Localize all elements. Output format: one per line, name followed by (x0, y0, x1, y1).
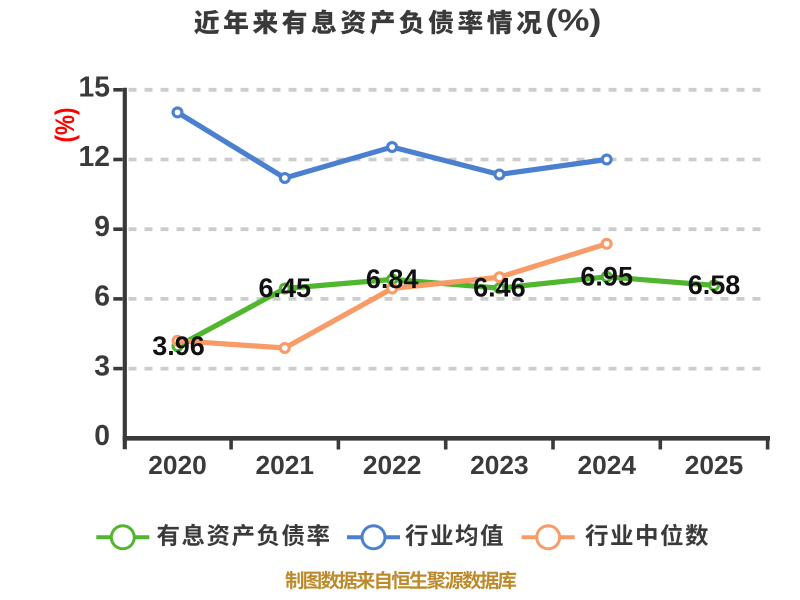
svg-text:6.46: 6.46 (473, 273, 526, 303)
svg-text:2025: 2025 (685, 450, 744, 480)
svg-text:2022: 2022 (363, 450, 422, 480)
svg-text:6.84: 6.84 (366, 264, 419, 294)
svg-text:2023: 2023 (470, 450, 529, 480)
svg-text:6: 6 (94, 280, 110, 312)
svg-text:12: 12 (79, 140, 110, 172)
svg-text:6.95: 6.95 (580, 261, 633, 291)
svg-text:2021: 2021 (256, 450, 315, 480)
svg-text:3: 3 (94, 349, 110, 381)
svg-text:3.96: 3.96 (152, 331, 205, 361)
svg-text:6.45: 6.45 (259, 273, 312, 303)
svg-text:6.58: 6.58 (688, 270, 741, 300)
svg-text:(%): (%) (545, 3, 601, 38)
svg-text:(%): (%) (50, 108, 80, 143)
svg-text:2024: 2024 (577, 450, 636, 480)
svg-text:2020: 2020 (148, 450, 207, 480)
svg-text:0: 0 (94, 419, 110, 451)
svg-text:9: 9 (94, 210, 110, 242)
svg-text:15: 15 (79, 71, 110, 103)
